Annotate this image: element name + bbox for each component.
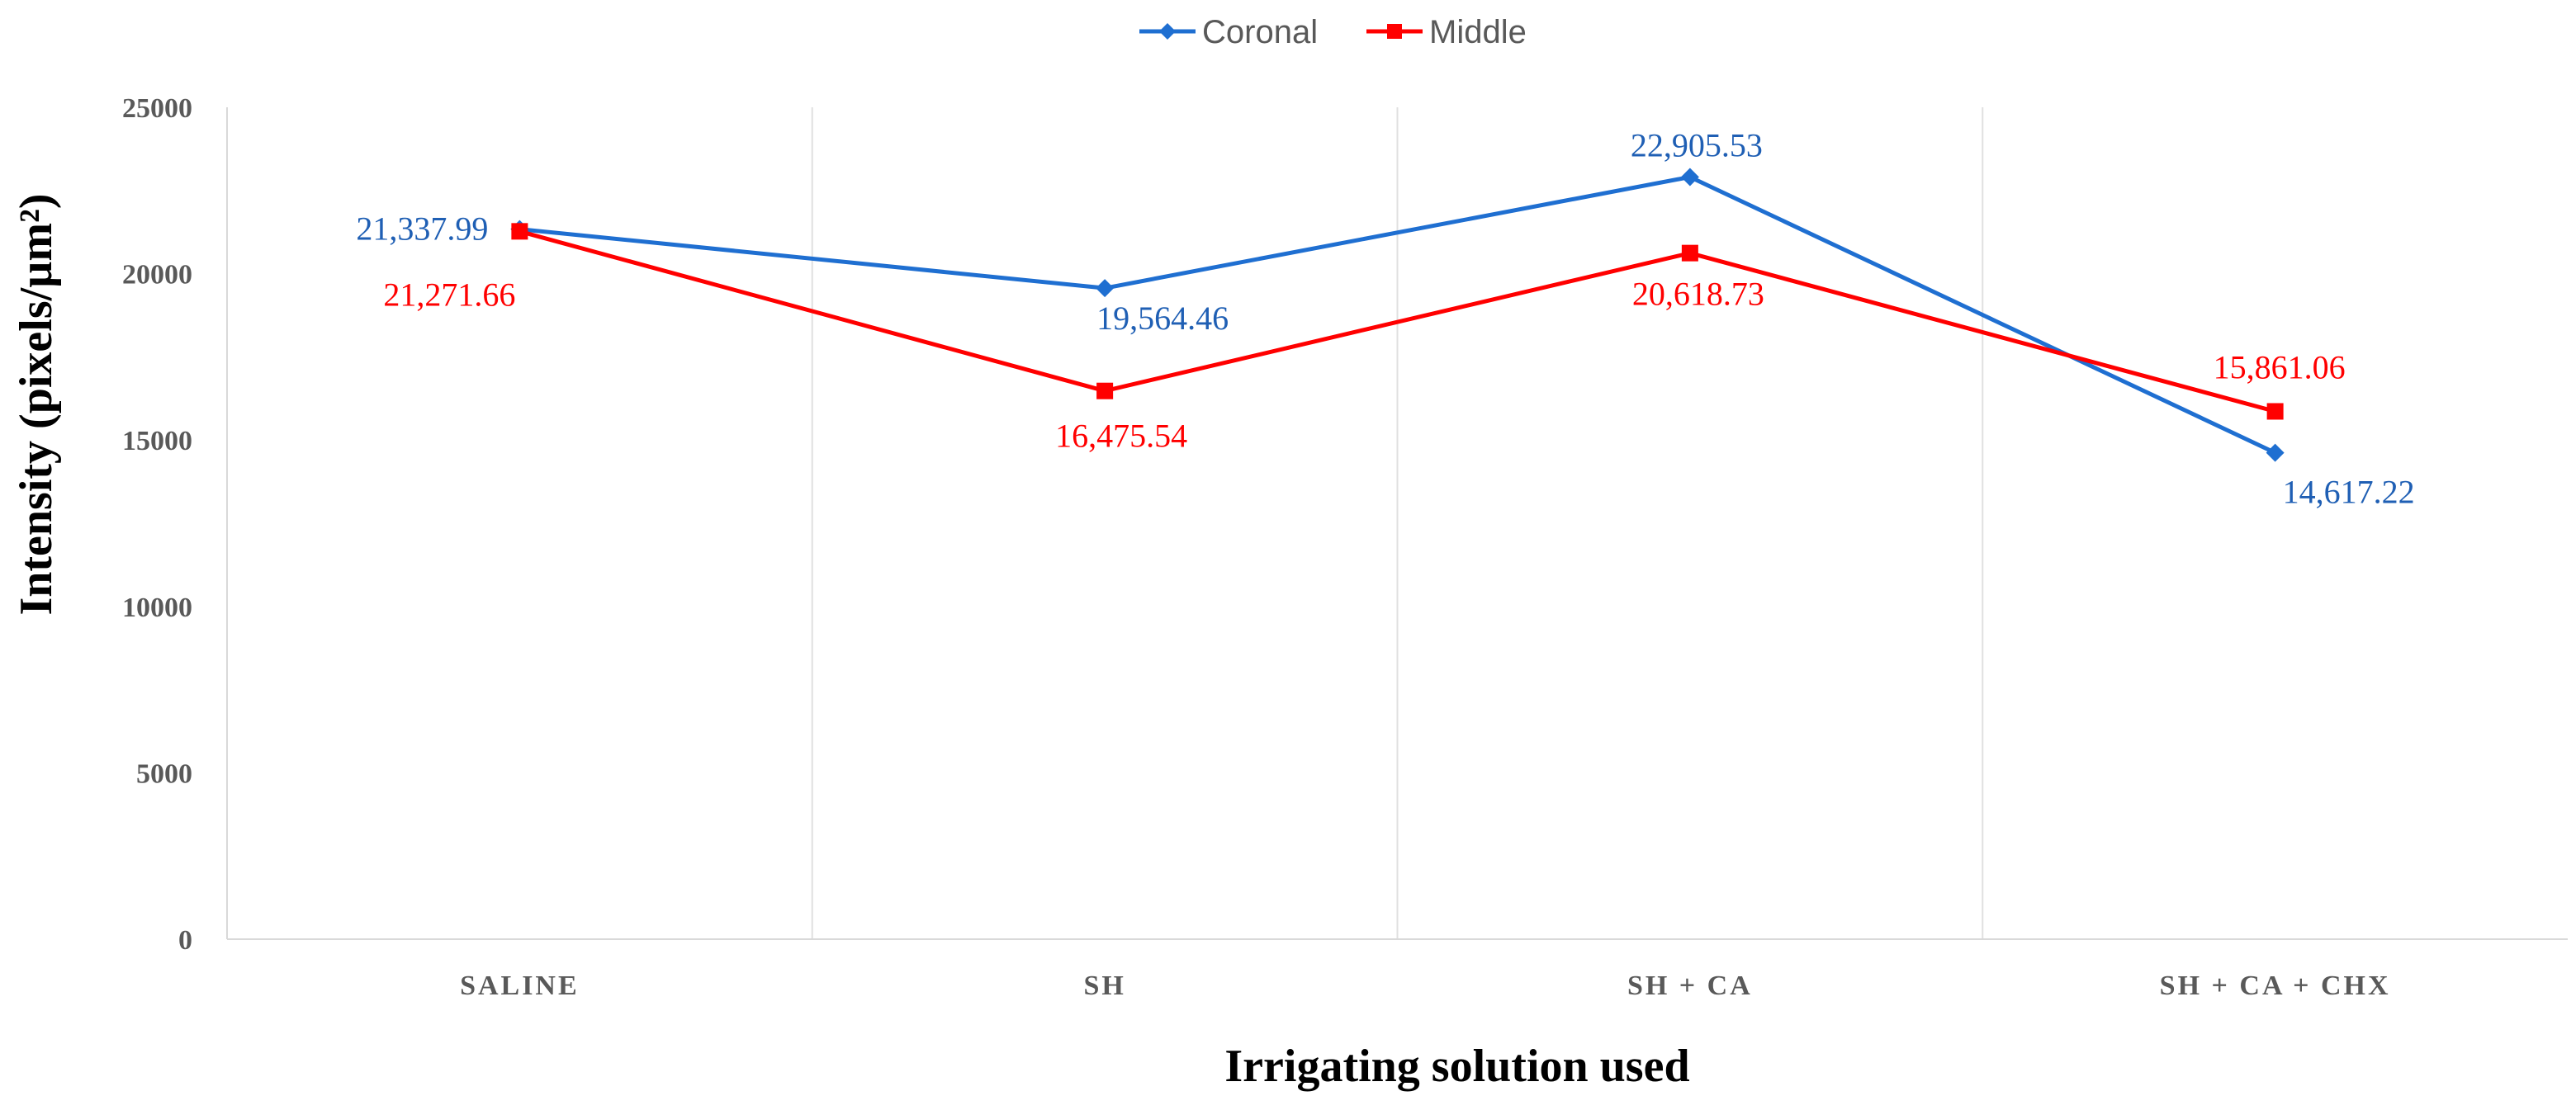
x-tick-label: SALINE bbox=[460, 971, 580, 1001]
x-tick-label: SH bbox=[1083, 971, 1125, 1001]
y-tick-label: 25000 bbox=[122, 93, 192, 124]
y-axis-ticks: 0 5000 10000 15000 20000 25000 bbox=[122, 93, 192, 956]
data-point-coronal bbox=[2266, 443, 2285, 462]
data-label-coronal: 22,905.53 bbox=[1631, 126, 1763, 163]
legend: Coronal Middle bbox=[1139, 14, 1527, 50]
y-tick-label: 0 bbox=[178, 925, 192, 956]
data-point-middle bbox=[511, 223, 528, 240]
x-tick-label: SH + CA + CHX bbox=[2160, 971, 2391, 1001]
data-label-coronal: 14,617.22 bbox=[2283, 474, 2415, 511]
y-tick-label: 10000 bbox=[122, 593, 192, 623]
data-label-middle: 16,475.54 bbox=[1055, 418, 1187, 455]
legend-label-coronal: Coronal bbox=[1202, 14, 1318, 50]
data-point-middle bbox=[1096, 382, 1114, 399]
grid bbox=[226, 107, 2568, 940]
data-label-coronal: 21,337.99 bbox=[356, 210, 488, 248]
data-point-middle bbox=[2266, 403, 2284, 420]
data-point-middle bbox=[1681, 244, 1698, 262]
legend-label-middle: Middle bbox=[1429, 14, 1527, 50]
data-point-coronal bbox=[1680, 168, 1699, 187]
data-label-middle: 21,271.66 bbox=[383, 276, 515, 313]
data-label-middle: 15,861.06 bbox=[2214, 348, 2346, 385]
legend-marker-coronal bbox=[1159, 23, 1176, 40]
y-axis-title: Intensity (pixels/µm²) bbox=[11, 193, 62, 615]
data-label-coronal: 19,564.46 bbox=[1096, 300, 1229, 337]
x-axis-title: Irrigating solution used bbox=[1224, 1041, 1689, 1092]
series-line-middle bbox=[519, 229, 2276, 413]
y-tick-label: 20000 bbox=[122, 260, 192, 290]
y-tick-label: 15000 bbox=[122, 426, 192, 456]
y-tick-label: 5000 bbox=[136, 758, 192, 789]
series-lines bbox=[519, 174, 2276, 455]
x-axis-ticks: SALINE SH SH + CA SH + CA + CHX bbox=[460, 971, 2391, 1001]
legend-marker-middle bbox=[1387, 24, 1402, 39]
data-label-middle: 20,618.73 bbox=[1632, 276, 1764, 313]
x-tick-label: SH + CA bbox=[1627, 971, 1753, 1001]
data-labels: 21,337.99 19,564.46 22,905.53 14,617.22 21,2… bbox=[356, 126, 2414, 510]
series-line-coronal bbox=[519, 174, 2276, 455]
data-point-coronal bbox=[1096, 279, 1115, 298]
series-markers bbox=[510, 168, 2285, 462]
